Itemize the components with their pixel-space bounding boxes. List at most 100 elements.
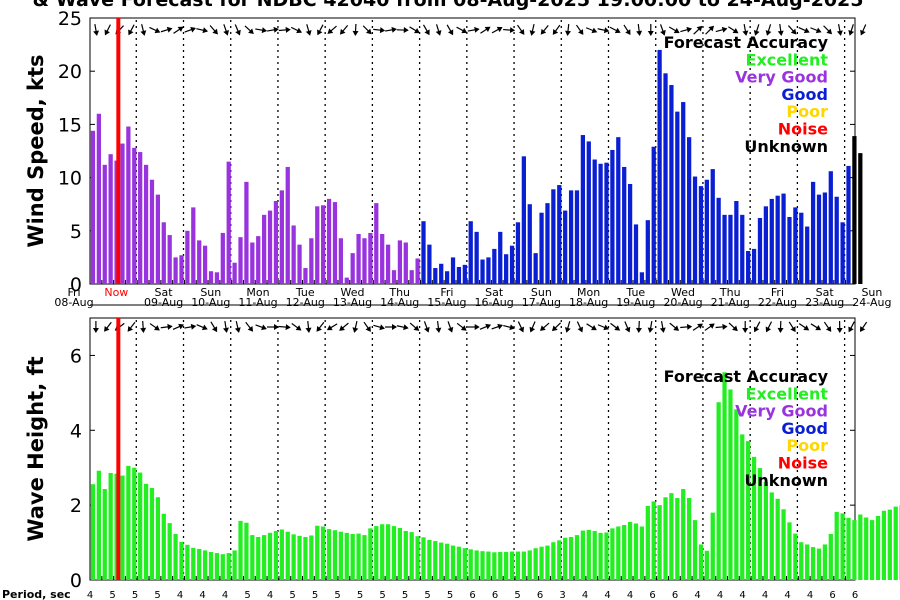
- bar: [657, 505, 662, 580]
- direction-arrow: [576, 321, 584, 333]
- arrow-head: [803, 27, 810, 34]
- arrow-head: [578, 29, 584, 35]
- bar: [533, 253, 538, 284]
- direction-arrow: [480, 26, 491, 34]
- bar: [397, 527, 403, 580]
- bar: [810, 547, 816, 580]
- bar: [645, 505, 650, 580]
- bar: [456, 546, 462, 580]
- arrow-head: [603, 27, 610, 34]
- period-value: 5: [424, 590, 430, 600]
- y-tick-label: 6: [70, 345, 82, 367]
- y-axis-label: Wave Height, ft: [24, 356, 48, 541]
- bar: [462, 548, 467, 580]
- arrow-head: [647, 31, 654, 36]
- arrow-head: [166, 26, 173, 33]
- bar: [208, 271, 214, 284]
- direction-arrow: [409, 26, 420, 34]
- bar: [622, 166, 627, 284]
- arrow-head: [836, 327, 843, 333]
- bar: [775, 498, 780, 580]
- bar: [869, 520, 875, 580]
- bar: [262, 214, 267, 284]
- direction-arrow: [597, 27, 610, 34]
- day-name-label: Sat: [155, 286, 174, 299]
- day-labels: Fri08-AugSat09-AugSun10-AugMon11-AugTue1…: [54, 286, 891, 309]
- arrow-head: [474, 324, 480, 330]
- day-name-label: Tue: [625, 286, 645, 299]
- bar: [415, 536, 420, 580]
- bar: [120, 475, 125, 580]
- arrow-head: [234, 327, 241, 333]
- period-value: 4: [762, 590, 768, 600]
- bar: [374, 526, 379, 580]
- bar: [374, 203, 379, 284]
- period-value: 4: [784, 590, 790, 600]
- bar: [161, 222, 166, 284]
- bar: [356, 233, 361, 284]
- bar: [385, 244, 391, 284]
- direction-arrow: [362, 25, 372, 35]
- bar: [539, 212, 544, 284]
- bar: [226, 161, 231, 284]
- direction-arrow: [267, 324, 279, 330]
- direction-arrow: [647, 24, 654, 36]
- bar: [858, 514, 863, 580]
- direction-arrow: [278, 324, 291, 331]
- period-value: 6: [672, 590, 678, 600]
- direction-arrow: [669, 322, 679, 331]
- bar: [439, 263, 444, 284]
- period-value: 4: [199, 590, 205, 600]
- bar: [309, 535, 314, 580]
- arrow-head: [167, 323, 173, 330]
- arrow-head: [202, 27, 209, 34]
- direction-arrow: [860, 24, 867, 36]
- day-date-label: 18-Aug: [569, 296, 608, 309]
- bar: [568, 190, 574, 284]
- direction-arrow: [565, 23, 571, 36]
- arrow-head: [285, 324, 291, 331]
- bar: [704, 179, 709, 284]
- direction-arrow: [585, 27, 598, 34]
- direction-arrow: [859, 321, 868, 332]
- bar: [326, 529, 332, 580]
- bar: [598, 532, 603, 580]
- bar: [568, 536, 574, 580]
- period-value: 6: [829, 590, 835, 600]
- bar: [852, 520, 857, 580]
- arrow-head: [235, 29, 241, 36]
- direction-arrow: [753, 24, 760, 36]
- arrow-head: [659, 327, 666, 333]
- arrow-head: [316, 325, 322, 332]
- bar: [397, 240, 403, 284]
- bar: [450, 545, 456, 580]
- bar: [149, 179, 155, 284]
- bar: [102, 164, 107, 284]
- bar: [391, 526, 397, 580]
- period-value: 4: [582, 590, 588, 600]
- arrow-head: [540, 28, 547, 35]
- legend-item: Noise: [778, 120, 828, 139]
- bar: [238, 237, 243, 284]
- bar: [191, 207, 196, 284]
- bar: [232, 550, 237, 580]
- direction-arrow: [339, 25, 349, 35]
- arrow-head: [140, 327, 147, 333]
- bar: [716, 402, 721, 580]
- direction-arrow: [503, 324, 515, 331]
- arrow-head: [211, 326, 218, 333]
- bar: [604, 162, 609, 284]
- direction-arrow: [693, 25, 703, 35]
- direction-arrow: [728, 26, 739, 34]
- bar: [616, 526, 621, 580]
- bar: [887, 509, 892, 580]
- arrow-head: [296, 27, 302, 34]
- direction-arrow: [597, 324, 610, 331]
- bar: [108, 154, 113, 284]
- direction-arrow: [479, 323, 492, 330]
- bar: [574, 535, 580, 580]
- bar: [291, 225, 296, 284]
- arrow-head: [614, 325, 621, 331]
- bar: [185, 230, 190, 284]
- y-tick-label: 10: [58, 168, 82, 190]
